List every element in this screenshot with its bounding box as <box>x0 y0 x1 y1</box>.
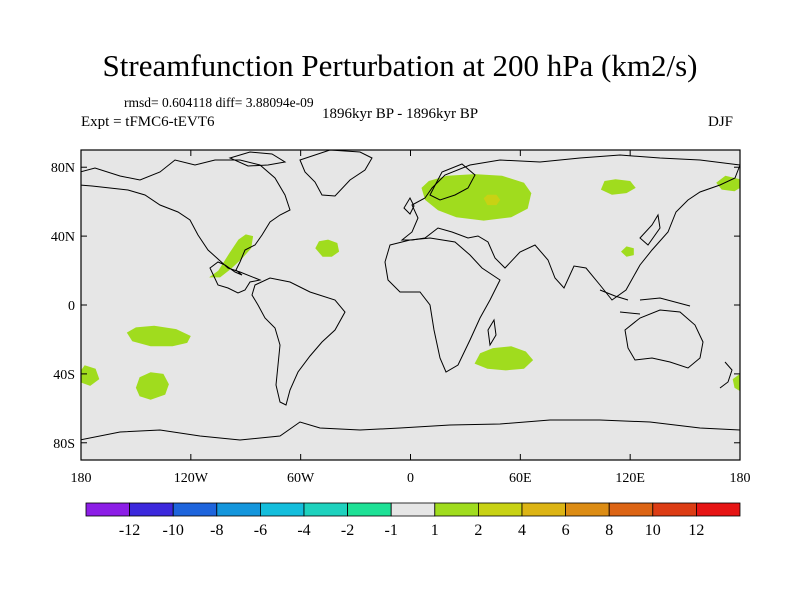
contour-region-6 <box>81 175 107 190</box>
chart-title: Streamfunction Perturbation at 200 hPa (… <box>102 48 698 83</box>
coast-eurasia <box>400 154 740 301</box>
colorbar-swatch <box>696 502 741 517</box>
colorbar-label: 6 <box>562 522 570 539</box>
colorbar-swatch <box>521 502 566 517</box>
colorbar-swatch <box>216 502 261 517</box>
contour-region-1 <box>81 256 341 371</box>
colorbar-swatch <box>434 502 479 517</box>
coast-madagascar <box>487 318 497 347</box>
coast-arctic-islands <box>228 151 287 167</box>
colorbar-label: -2 <box>341 522 354 539</box>
x-tick-label: 120W <box>174 471 209 486</box>
coast-north-america <box>81 159 291 294</box>
x-tick-label: 0 <box>407 471 414 486</box>
contour-region-7 <box>421 174 532 221</box>
contour-region-9 <box>126 325 191 347</box>
colorbar-label: 8 <box>605 522 613 539</box>
coastlines <box>81 150 740 441</box>
y-tick-label: 40S <box>53 368 75 383</box>
y-tick-label: 80N <box>51 161 75 176</box>
contour-region-16 <box>732 373 740 392</box>
contour-region-18 <box>483 194 501 206</box>
colorbar-label: 12 <box>688 522 704 539</box>
colorbar-swatch <box>608 502 654 517</box>
contour-region-15 <box>716 175 740 192</box>
colorbar-label: -4 <box>297 522 310 539</box>
contour-region-10 <box>135 372 169 400</box>
experiment-label: Expt = tFMC6-tEVT6 <box>81 114 215 130</box>
contour-region-8 <box>209 234 254 278</box>
contour-region-2 <box>254 162 325 195</box>
x-tick-label: 120E <box>615 471 645 486</box>
colorbar-swatch <box>652 502 697 517</box>
stats-line: rmsd= 0.604118 diff= 3.88094e-09 <box>124 95 314 110</box>
x-tick-label: 180 <box>71 471 92 486</box>
contour-region-17 <box>621 246 634 257</box>
x-tick-label: 60E <box>509 471 532 486</box>
coast-antarctica <box>81 419 740 441</box>
x-tick-label: 180 <box>730 471 751 486</box>
colorbar-label: -6 <box>254 522 267 539</box>
coast-australia <box>624 309 704 369</box>
colorbar-swatch <box>172 502 218 517</box>
coast-greenland <box>299 150 373 197</box>
coast-africa <box>384 237 501 373</box>
colorbar-swatch <box>347 502 392 517</box>
contour-region-5 <box>664 332 697 355</box>
season-label: DJF <box>708 114 734 130</box>
colorbar-label: 10 <box>645 522 661 539</box>
coast-south-america <box>251 277 346 406</box>
colorbar-label: 1 <box>431 522 439 539</box>
colorbar-label: -10 <box>163 522 184 539</box>
colorbar-label: 4 <box>518 522 526 539</box>
colorbar-swatch <box>565 502 610 517</box>
colorbar-swatch <box>477 502 523 517</box>
coast-scandinavia <box>429 163 476 201</box>
contour-region-12 <box>474 346 534 371</box>
contour-region-13 <box>600 179 636 195</box>
contour-regions <box>81 162 740 400</box>
colorbar-swatch <box>259 502 305 517</box>
colorbar-label: -12 <box>119 522 140 539</box>
contour-region-14 <box>81 365 100 386</box>
colorbar-swatch <box>390 502 436 517</box>
colorbar-label: 2 <box>474 522 482 539</box>
coast-new-zealand <box>719 361 733 389</box>
map-axes: 180 120W 60W 0 60E 120E 180 80N 40N 0 40S 80S <box>51 150 751 486</box>
colorbar-swatch <box>129 502 174 517</box>
contour-region-4 <box>714 249 740 292</box>
y-tick-label: 80S <box>53 437 75 452</box>
contour-region-3 <box>103 239 127 257</box>
colorbar-label: -1 <box>385 522 398 539</box>
contour-region-11 <box>315 239 340 257</box>
y-tick-label: 0 <box>68 299 75 314</box>
colorbar-swatch <box>85 502 130 517</box>
colorbar: -12 -10 -8 -6 -4 -2 -1 1 2 4 6 8 10 12 <box>85 502 741 539</box>
y-tick-label: 40N <box>51 230 75 245</box>
x-tick-label: 60W <box>287 471 315 486</box>
colorbar-label: -8 <box>210 522 223 539</box>
coast-maritime-continent <box>599 289 691 315</box>
colorbar-swatch <box>303 502 348 517</box>
coast-britain <box>403 196 415 215</box>
period-label: 1896kyr BP - 1896kyr BP <box>322 106 479 122</box>
coast-japan <box>639 213 661 246</box>
